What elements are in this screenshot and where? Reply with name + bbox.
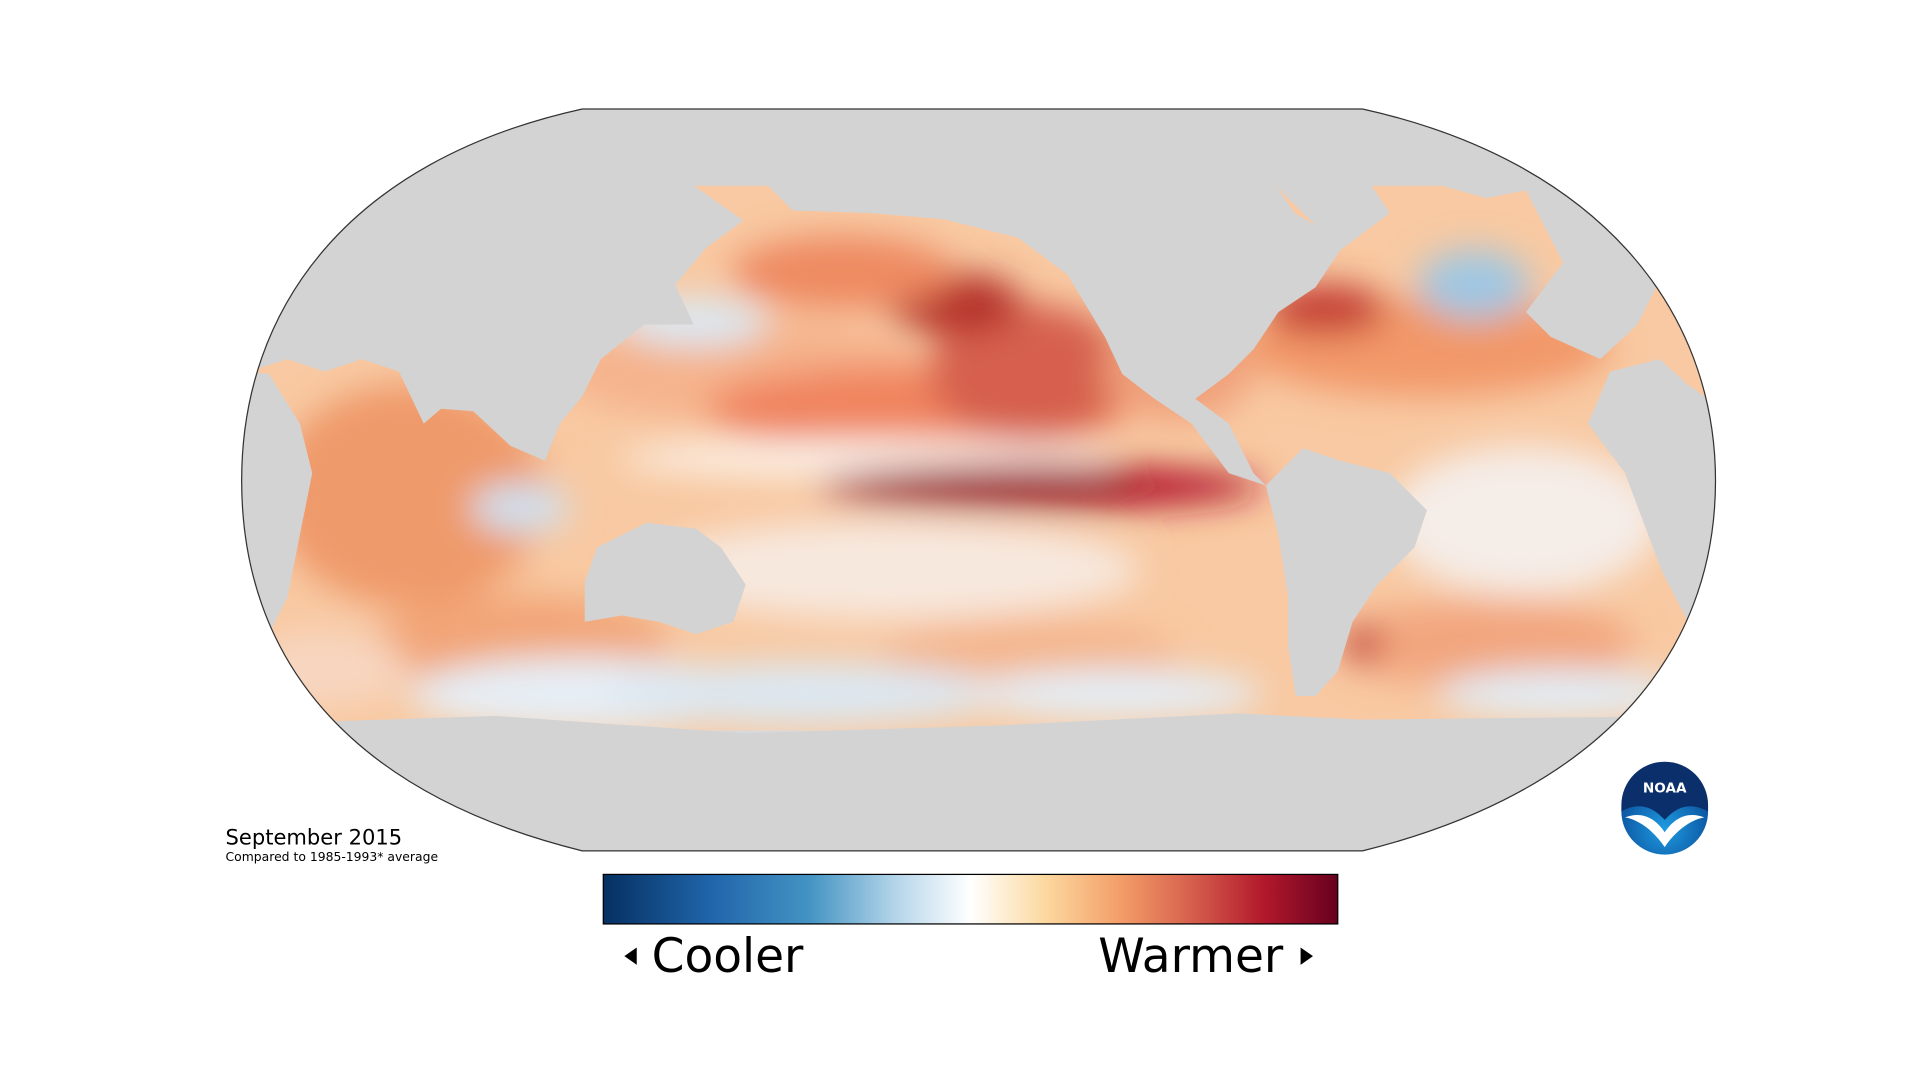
color-scale bbox=[602, 873, 1339, 925]
landmass bbox=[241, 108, 1716, 199]
anomaly-patch bbox=[1436, 668, 1685, 719]
anomaly-patch bbox=[470, 483, 570, 533]
landmass bbox=[241, 173, 744, 461]
anomaly-patch bbox=[730, 235, 954, 310]
logo-top bbox=[1621, 761, 1709, 820]
map-subtitle: Compared to 1985-1993* average bbox=[226, 850, 439, 864]
map-area bbox=[241, 108, 1716, 851]
anomaly-patch bbox=[1343, 625, 1382, 663]
anomaly-patch bbox=[272, 383, 546, 607]
landmass bbox=[241, 713, 1716, 851]
landmasses bbox=[241, 108, 1716, 851]
anomaly-patch bbox=[1387, 445, 1660, 595]
logo-text: NOAA bbox=[1643, 781, 1687, 797]
landmass bbox=[1587, 359, 1716, 620]
landmass bbox=[1265, 448, 1427, 697]
legend-low-label: Cooler bbox=[652, 929, 804, 984]
right-arrow bbox=[1300, 947, 1313, 965]
logo-bird bbox=[1625, 815, 1705, 848]
anomaly-patch bbox=[644, 520, 1140, 620]
landmass bbox=[768, 175, 1341, 486]
legend-high-label: Warmer bbox=[1098, 929, 1284, 984]
left-arrow bbox=[624, 947, 637, 965]
map-title: September 2015 bbox=[226, 825, 403, 850]
anomaly-patch bbox=[966, 668, 1264, 719]
anomaly-patch bbox=[1418, 250, 1530, 320]
landmass bbox=[1265, 175, 1390, 251]
landmass bbox=[241, 371, 313, 647]
anomaly-patch bbox=[607, 662, 1004, 725]
noaa-logo: NOAA bbox=[1621, 761, 1709, 855]
map-outline bbox=[241, 108, 1717, 852]
anomaly-patch bbox=[1337, 600, 1635, 688]
landmass bbox=[584, 522, 746, 635]
anomaly-patch bbox=[929, 303, 1128, 440]
anomaly-field bbox=[241, 235, 1685, 731]
anomaly-patch bbox=[241, 631, 409, 706]
anomaly-patch bbox=[842, 476, 1140, 502]
